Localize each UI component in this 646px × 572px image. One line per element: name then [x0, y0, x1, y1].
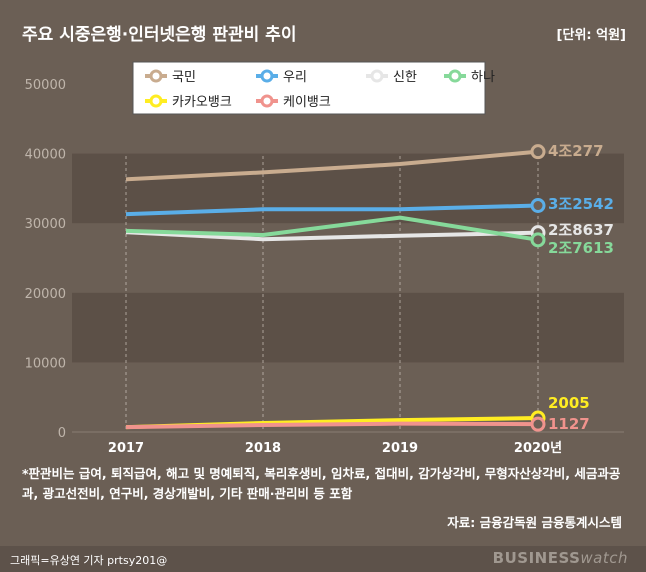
legend-item: 카카오뱅크 — [145, 94, 232, 110]
x-tick-label: 2017 — [108, 441, 144, 456]
brand-word-b: watch — [580, 549, 628, 567]
series-end-label: 2조8637 — [548, 221, 614, 239]
series-endpoint-1 — [530, 198, 546, 214]
legend-swatch-dot — [448, 69, 462, 83]
legend-item: 신한 — [366, 69, 417, 85]
legend-swatch-dot — [149, 69, 163, 83]
footnote: *판관비는 급여, 퇴직급여, 해고 및 명예퇴직, 복리후생비, 임차료, 접… — [22, 466, 621, 501]
series-endpoint-0 — [530, 144, 546, 160]
x-tick-label: 2020년 — [514, 441, 562, 456]
legend-swatch-dot — [149, 94, 163, 108]
legend-swatch-dot — [260, 69, 274, 83]
y-tick-label: 50000 — [25, 78, 66, 93]
line-chart: 0 10000 20000 30000 40000 50000 2017 2018 2019 20… — [25, 61, 624, 456]
credit-bar: 그래픽=유상연 기자 prtsy201@ BUSINESSwatch — [0, 546, 646, 572]
series-end-label: 1127 — [548, 415, 590, 433]
legend-item: 케이뱅크 — [256, 94, 331, 110]
y-tick-label: 40000 — [25, 148, 66, 163]
unit-label: [단위: 억원] — [556, 28, 626, 43]
grid-band — [72, 292, 624, 363]
series-line-1 — [125, 203, 539, 217]
y-tick-label: 20000 — [25, 287, 66, 302]
series-line-5 — [125, 421, 539, 430]
credit-text: 그래픽=유상연 기자 prtsy201@ — [10, 554, 168, 567]
legend-item: 우리 — [256, 69, 307, 85]
legend-swatch-dot — [370, 69, 384, 83]
y-tick-label: 30000 — [25, 217, 66, 232]
legend-label: 케이뱅크 — [283, 95, 331, 110]
series-end-label: 2005 — [548, 394, 590, 412]
legend-label: 하나 — [471, 70, 495, 85]
series-end-label: 2조7613 — [548, 239, 614, 257]
series-line-0 — [125, 149, 539, 182]
series-endpoint-3 — [530, 232, 546, 248]
y-tick-label: 10000 — [25, 356, 66, 371]
chart-title: 주요 시중은행·인터넷은행 판관비 추이 — [22, 25, 297, 45]
series-end-label: 3조2542 — [548, 195, 614, 213]
legend-swatch-dot — [260, 94, 274, 108]
legend-label: 카카오뱅크 — [172, 95, 232, 110]
x-tick-label: 2019 — [382, 441, 418, 456]
legend-label: 국민 — [172, 70, 196, 85]
series-line-2 — [125, 230, 539, 242]
legend-label: 우리 — [283, 70, 307, 85]
source-label: 자료: 금융감독원 금융통계시스템 — [447, 515, 622, 530]
x-tick-label: 2018 — [245, 441, 281, 456]
legend-box — [132, 61, 486, 115]
legend-item: 국민 — [145, 69, 196, 85]
series-endpoint-5 — [530, 416, 546, 432]
series-line-3 — [125, 215, 539, 242]
series-end-label: 4조277 — [548, 142, 604, 160]
legend-label: 신한 — [393, 70, 417, 85]
legend-item: 하나 — [444, 69, 495, 85]
brand-word-a: BUSINESS — [492, 549, 581, 567]
brand-logo: BUSINESSwatch — [493, 549, 628, 567]
y-tick-label: 0 — [58, 426, 66, 441]
